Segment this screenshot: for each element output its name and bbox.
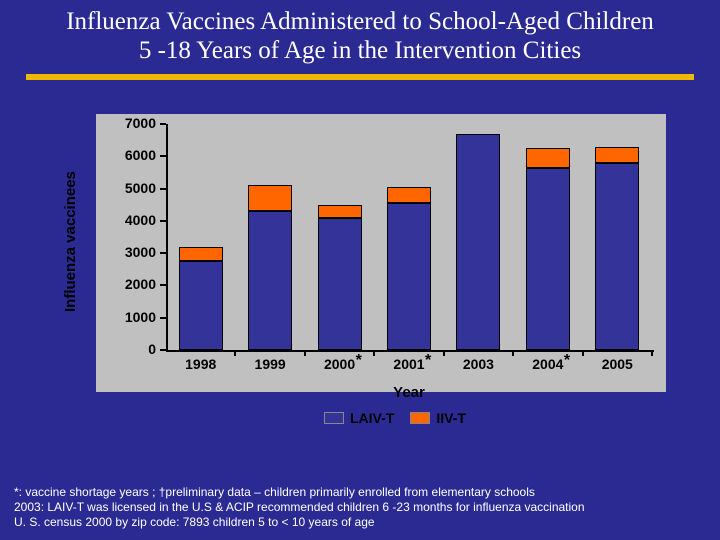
shortage-year-marker: * <box>356 352 362 370</box>
bar-iiv-t <box>318 205 362 218</box>
y-tick-mark <box>160 252 166 254</box>
title-underline <box>26 74 694 80</box>
y-tick-label: 3000 <box>110 244 156 260</box>
slide-root: Influenza Vaccines Administered to Schoo… <box>0 0 720 540</box>
y-tick-label: 0 <box>110 341 156 357</box>
slide-title: Influenza Vaccines Administered to Schoo… <box>0 0 720 66</box>
bar-laiv-t <box>248 211 292 350</box>
y-tick-mark <box>160 317 166 319</box>
x-tick-label: 2004 <box>513 356 582 372</box>
footnotes: *: vaccine shortage years ; †preliminary… <box>14 485 706 530</box>
shortage-year-marker: * <box>425 352 431 370</box>
x-tick-label: 1999 <box>235 356 304 372</box>
title-line-1: Influenza Vaccines Administered to Schoo… <box>0 8 720 37</box>
footnote-1: *: vaccine shortage years ; †preliminary… <box>14 485 706 500</box>
footnote-2: 2003: LAIV-T was licensed in the U.S & A… <box>14 500 706 515</box>
bar-iiv-t <box>526 148 570 167</box>
shortage-year-marker: * <box>564 352 570 370</box>
bar-laiv-t <box>179 261 223 350</box>
y-tick-mark <box>160 349 166 351</box>
x-axis-label: Year <box>166 384 652 401</box>
y-tick-label: 5000 <box>110 180 156 196</box>
y-tick-mark <box>160 155 166 157</box>
y-tick-mark <box>160 188 166 190</box>
y-tick-label: 2000 <box>110 276 156 292</box>
legend: LAIV-T IIV-T <box>324 410 476 426</box>
bar-laiv-t <box>387 203 431 350</box>
y-tick-label: 1000 <box>110 309 156 325</box>
y-tick-mark <box>160 284 166 286</box>
bar-laiv-t <box>526 168 570 350</box>
bar-iiv-t <box>248 185 292 211</box>
bar-iiv-t <box>595 147 639 163</box>
x-tick-label: 2003 <box>444 356 513 372</box>
bar-iiv-t <box>387 187 431 203</box>
x-tick-label: 2000 <box>305 356 374 372</box>
title-line-2: 5 -18 Years of Age in the Intervention C… <box>0 37 720 66</box>
legend-label: IIV-T <box>436 410 466 426</box>
x-tick-label: 2001 <box>374 356 443 372</box>
y-tick-mark <box>160 220 166 222</box>
y-tick-label: 4000 <box>110 212 156 228</box>
legend-swatch <box>324 412 344 424</box>
y-axis-label: Influenza vaccinees <box>62 171 79 312</box>
y-tick-label: 7000 <box>110 115 156 131</box>
legend-label: LAIV-T <box>350 410 394 426</box>
x-tick-label: 2005 <box>583 356 652 372</box>
chart-container: Influenza vaccinees 0 1000 2000 3000 4000 5000… <box>56 108 668 438</box>
bar-laiv-t <box>318 218 362 350</box>
footnote-3: U. S. census 2000 by zip code: 7893 chil… <box>14 515 706 530</box>
legend-swatch <box>410 412 430 424</box>
y-tick-mark <box>160 123 166 125</box>
y-tick-label: 6000 <box>110 147 156 163</box>
bar-laiv-t <box>456 134 500 350</box>
bar-laiv-t <box>595 163 639 350</box>
bar-iiv-t <box>179 247 223 262</box>
x-tick-label: 1998 <box>166 356 235 372</box>
